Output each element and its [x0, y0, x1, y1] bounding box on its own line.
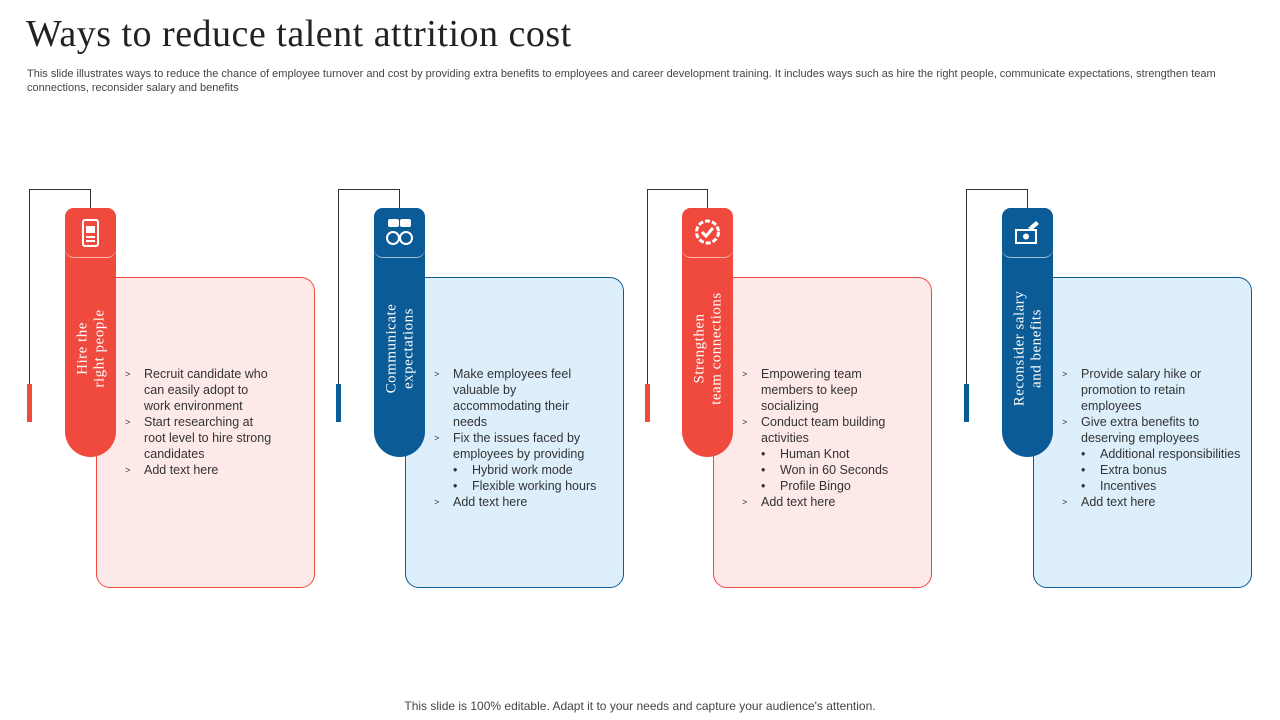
connector [29, 189, 30, 385]
card-heading: Reconsider salary and benefits [1002, 248, 1053, 448]
footer: This slide is 100% editable. Adapt it to… [404, 699, 876, 713]
list-item: Recruit candidate who can easily adopt t… [125, 366, 277, 414]
connector [647, 189, 708, 208]
sub-item: Flexible working hours [453, 478, 596, 494]
list-item: Make employees feel valuable by accommod… [434, 366, 586, 430]
marker [645, 384, 650, 422]
heading-line: Strengthen [690, 313, 707, 383]
list-item: Start researching at root level to hire … [125, 414, 277, 462]
connector [647, 189, 648, 385]
icon [374, 208, 425, 258]
list-item: Conduct team building activities [742, 414, 894, 446]
item-list: Make employees feel valuable by accommod… [434, 366, 596, 510]
list-item: Add text here [125, 462, 277, 478]
heading-line: expectations [399, 307, 416, 389]
list-item: Fix the issues faced by employees by pro… [434, 430, 586, 462]
item-list: Empowering team members to keep socializ… [742, 366, 894, 510]
list-item: Empowering team members to keep socializ… [742, 366, 894, 414]
sub-item: Extra bonus [1081, 462, 1242, 478]
heading-line: Reconsider salary [1010, 290, 1027, 406]
connector [29, 189, 91, 208]
marker [964, 384, 969, 422]
card-heading: Strengthen team connections [682, 248, 733, 448]
sub-item: Hybrid work mode [453, 462, 586, 478]
heading-line: and benefits [1027, 308, 1044, 388]
card-heading: Communicate expectations [374, 248, 425, 448]
list-item: Add text here [434, 494, 586, 510]
sub-item: Incentives [1081, 478, 1242, 494]
icon [65, 208, 116, 258]
heading-line: team connections [707, 291, 724, 405]
list-item: Add text here [742, 494, 894, 510]
heading-line: Hire the [73, 321, 90, 375]
heading-line: Communicate [382, 303, 399, 393]
icon [682, 208, 733, 258]
connector [338, 189, 400, 208]
marker [27, 384, 32, 422]
sub-item: Human Knot [761, 446, 894, 462]
list-item: Add text here [1062, 494, 1242, 510]
connector [966, 189, 1028, 208]
sub-item: Additional responsibilities [1081, 446, 1242, 462]
connector [966, 189, 967, 385]
item-list: Provide salary hike or promotion to reta… [1062, 366, 1242, 510]
title: Ways to reduce talent attrition cost [26, 13, 572, 55]
item-list: Recruit candidate who can easily adopt t… [125, 366, 277, 478]
list-item: Provide salary hike or promotion to reta… [1062, 366, 1242, 414]
marker [336, 384, 341, 422]
sub-item: Profile Bingo [761, 478, 894, 494]
connector [338, 189, 339, 385]
sub-item: Won in 60 Seconds [761, 462, 894, 478]
icon [1002, 208, 1053, 258]
list-item: Give extra benefits to deserving employe… [1062, 414, 1242, 446]
card-heading: Hire the right people [65, 248, 116, 448]
description: This slide illustrates ways to reduce th… [27, 68, 1216, 94]
heading-line: right people [90, 308, 107, 388]
